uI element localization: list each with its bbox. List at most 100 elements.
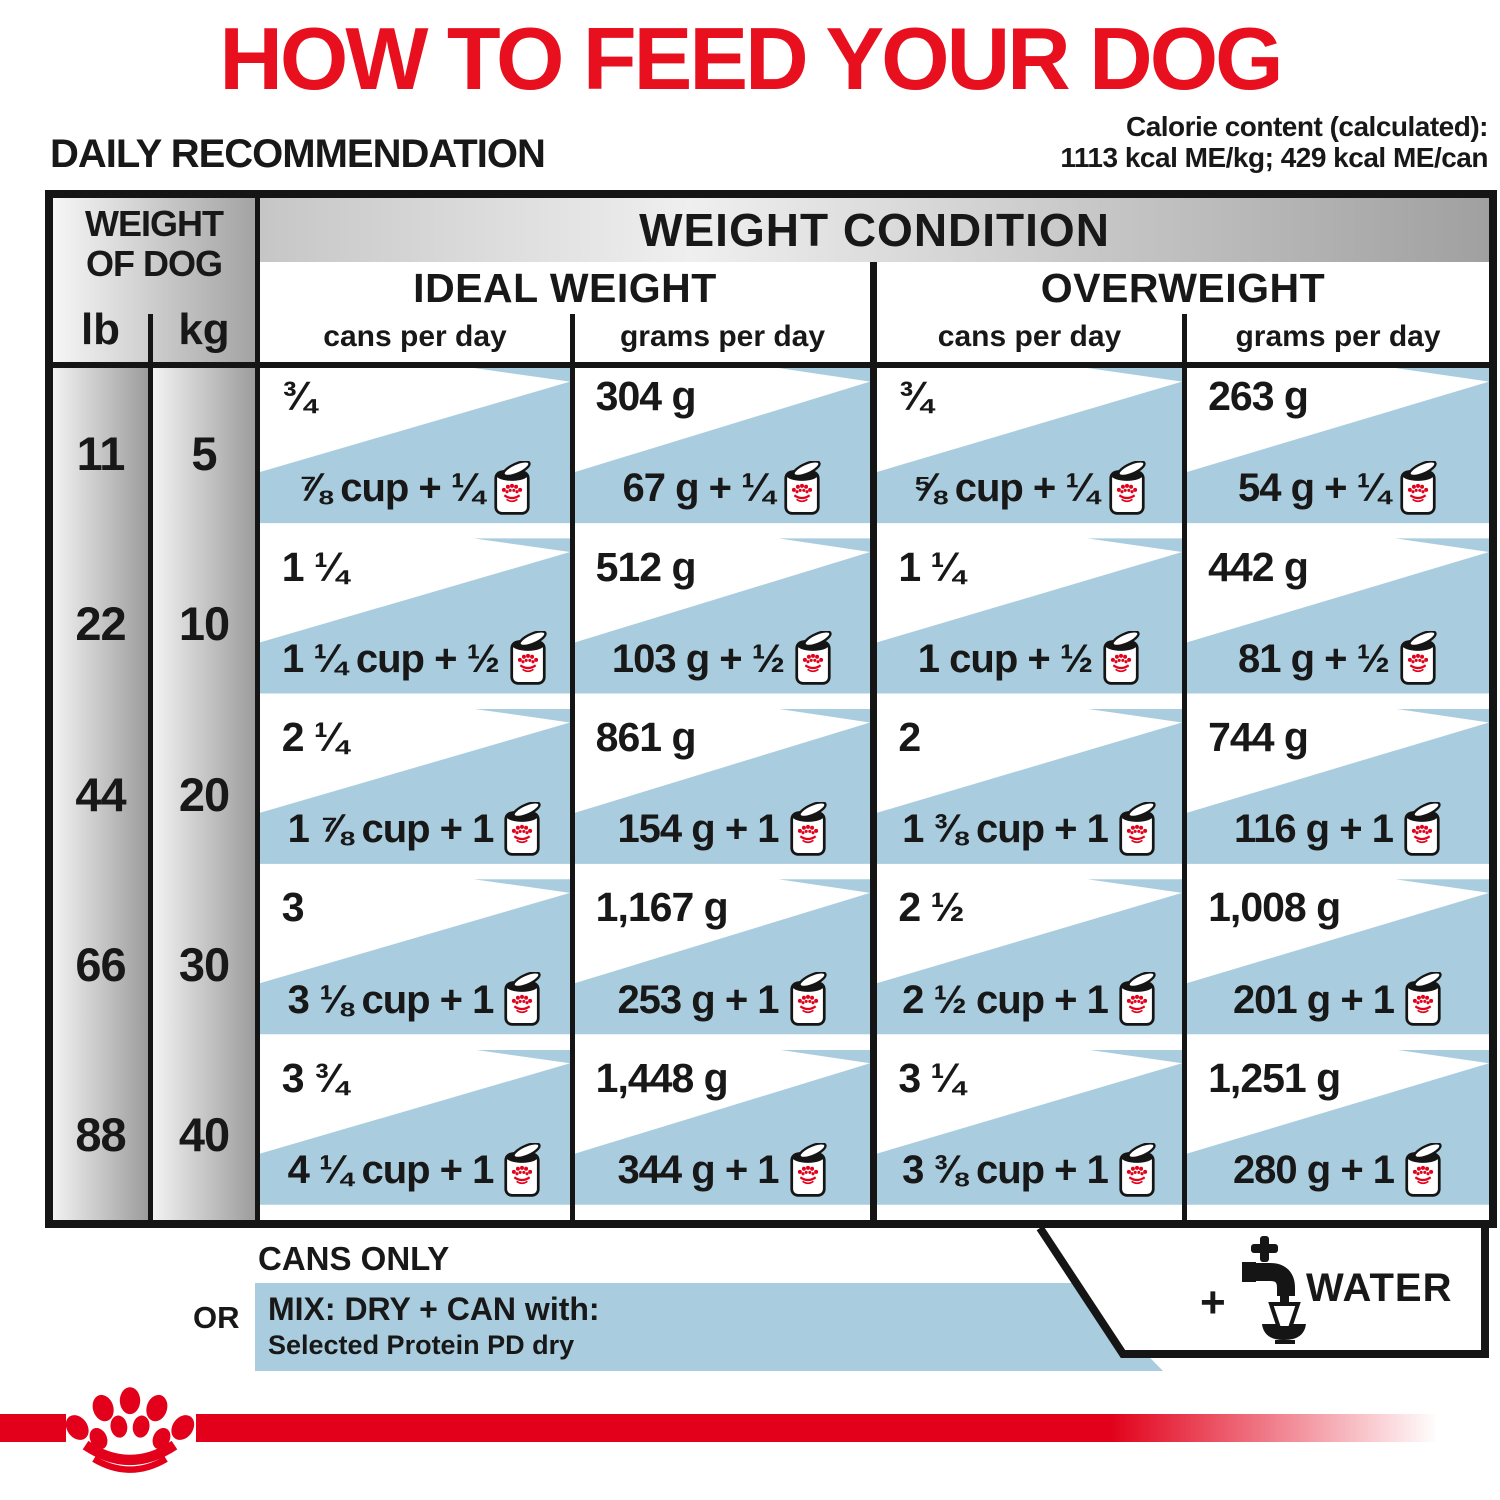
overweight-cans-cell: ¾ ⅝ cup + ¼ — [877, 368, 1182, 538]
mix-value: 103 g + ½ — [578, 622, 867, 697]
can-icon — [1405, 972, 1444, 1026]
royal-canin-crown-logo — [65, 1387, 195, 1473]
water-callout-box — [1036, 1228, 1489, 1358]
weight-condition-header: WEIGHT CONDITION — [260, 198, 1489, 262]
feeding-table: WEIGHT CONDITION WEIGHT OF DOG lb kg IDE… — [45, 190, 1497, 1228]
calorie-content: Calorie content (calculated): 1113 kcal … — [1060, 111, 1488, 174]
mix-value: 4 ¼ cup + 1 — [263, 1133, 567, 1208]
weight-lb-value: 66 — [75, 937, 126, 991]
weight-kg-value: 40 — [178, 1108, 230, 1162]
header-bottom-border — [53, 362, 1489, 368]
grams-only-value: 744 g — [1208, 713, 1309, 760]
weight-kg-value: 10 — [178, 597, 230, 651]
mix-text: 201 g + 1 — [1232, 977, 1395, 1022]
mix-value: ⅞ cup + ¼ — [263, 451, 567, 526]
table-row: 88 40 3 ¾ 4 ¼ cup + 1 1,448 g 344 g + 1 … — [53, 1049, 1489, 1220]
can-icon — [494, 460, 533, 515]
water-label: WATER — [1306, 1266, 1453, 1310]
calorie-line2: 1113 kcal ME/kg; 429 kcal ME/can — [1060, 141, 1488, 173]
can-icon — [504, 1142, 543, 1197]
weight-of-dog-header: WEIGHT OF DOG — [85, 203, 224, 284]
weight-kg-value: 5 — [191, 426, 217, 480]
mix-text: 103 g + ½ — [611, 636, 785, 681]
can-icon — [789, 972, 828, 1026]
weight-lb-value: 88 — [75, 1108, 126, 1162]
table-row: 22 10 1 ¼ 1 ¼ cup + ½ 512 g 103 g + ½ 1 … — [53, 538, 1489, 708]
or-label: OR — [193, 1300, 240, 1335]
mix-value: 1 ⅞ cup + 1 — [263, 792, 567, 867]
mix-value: 201 g + 1 — [1190, 963, 1486, 1038]
can-icon — [1404, 801, 1442, 856]
mix-value: 344 g + 1 — [578, 1133, 867, 1208]
mix-value: 154 g + 1 — [578, 792, 867, 867]
overweight-grams-cell: 1,008 g 201 g + 1 — [1187, 879, 1489, 1049]
grams-only-value: 1,251 g — [1208, 1054, 1341, 1101]
cans-only-value: 1 ¼ — [281, 543, 348, 590]
divider-ideal-cans-grams — [570, 314, 575, 1220]
cans-only-value: ¾ — [281, 373, 316, 420]
weight-lb-value: 22 — [75, 597, 126, 651]
cans-only-value: 2 ¼ — [281, 713, 348, 760]
can-icon — [789, 1142, 828, 1197]
mix-text: 81 g + ½ — [1238, 636, 1390, 681]
table-row: 44 20 2 ¼ 1 ⅞ cup + 1 861 g 154 g + 1 2 … — [53, 708, 1489, 879]
plus-sign: + — [1200, 1278, 1226, 1327]
lb-column-header: lb — [80, 305, 121, 354]
divider-overweight-cans-grams — [1182, 314, 1187, 1220]
can-icon — [510, 631, 548, 686]
overweight-cans-per-day-header: cans per day — [937, 320, 1122, 353]
ideal-cans-per-day-header: cans per day — [323, 320, 507, 353]
ideal-grams-cell: 304 g 67 g + ¼ — [575, 368, 870, 538]
mix-text: 54 g + ¼ — [1238, 466, 1390, 511]
mix-text: 253 g + 1 — [617, 977, 779, 1022]
overweight-grams-cell: 263 g 54 g + ¼ — [1187, 368, 1489, 538]
mix-value: 1 cup + ½ — [880, 622, 1179, 697]
ideal-grams-cell: 1,167 g 253 g + 1 — [575, 879, 870, 1049]
mix-text: 1 ⅜ cup + 1 — [902, 807, 1109, 852]
can-icon — [1400, 631, 1438, 686]
ideal-cans-cell: 1 ¼ 1 ¼ cup + ½ — [260, 538, 570, 708]
brand-stripe-left — [0, 1414, 66, 1442]
grams-only-value: 1,448 g — [595, 1054, 729, 1101]
ideal-grams-per-day-header: grams per day — [619, 320, 826, 353]
cans-only-value: ¾ — [898, 373, 932, 420]
cans-only-value: 3 ¾ — [281, 1054, 348, 1101]
mix-value: ⅝ cup + ¼ — [880, 451, 1179, 526]
grams-only-value: 861 g — [595, 713, 697, 760]
weight-lb-value: 44 — [75, 767, 126, 821]
mix-value: 2 ½ cup + 1 — [880, 963, 1179, 1038]
mix-legend-line2: Selected Protein PD dry — [268, 1330, 575, 1360]
cans-only-value: 3 ¼ — [898, 1054, 964, 1101]
lb-column-background — [53, 368, 148, 1220]
grams-only-value: 442 g — [1208, 543, 1309, 590]
divider-lb-kg — [148, 314, 153, 1220]
mix-value: 253 g + 1 — [578, 963, 867, 1038]
weight-lb-value: 11 — [76, 426, 126, 480]
mix-legend-band — [255, 1283, 1163, 1371]
water-faucet-icon — [1242, 1236, 1306, 1344]
mix-text: 1 cup + ½ — [917, 636, 1093, 681]
overweight-cans-cell: 3 ¼ 3 ⅜ cup + 1 — [877, 1049, 1182, 1220]
mix-text: 67 g + ¼ — [622, 466, 775, 511]
mix-text: 116 g + 1 — [1234, 807, 1394, 852]
divider-weight-data — [255, 198, 260, 1220]
overweight-cans-cell: 1 ¼ 1 cup + ½ — [877, 538, 1182, 708]
mix-text: 4 ¼ cup + 1 — [287, 1148, 495, 1193]
can-icon — [1405, 1142, 1444, 1197]
mix-value: 280 g + 1 — [1190, 1133, 1486, 1208]
can-icon — [1119, 972, 1157, 1026]
mix-text: 2 ½ cup + 1 — [902, 977, 1109, 1022]
ideal-grams-cell: 512 g 103 g + ½ — [575, 538, 870, 708]
can-icon — [504, 972, 543, 1026]
ideal-weight-header: IDEAL WEIGHT — [413, 264, 717, 311]
kg-column-background — [153, 368, 255, 1220]
overweight-grams-cell: 442 g 81 g + ½ — [1187, 538, 1489, 708]
can-icon — [784, 460, 823, 515]
cans-only-label: CANS ONLY — [258, 1240, 450, 1277]
mix-text: ⅞ cup + ¼ — [297, 466, 485, 511]
grams-only-value: 1,167 g — [595, 884, 729, 931]
overweight-header: OVERWEIGHT — [1040, 264, 1326, 311]
divider-ideal-overweight — [870, 262, 877, 1220]
can-icon — [1400, 460, 1438, 515]
